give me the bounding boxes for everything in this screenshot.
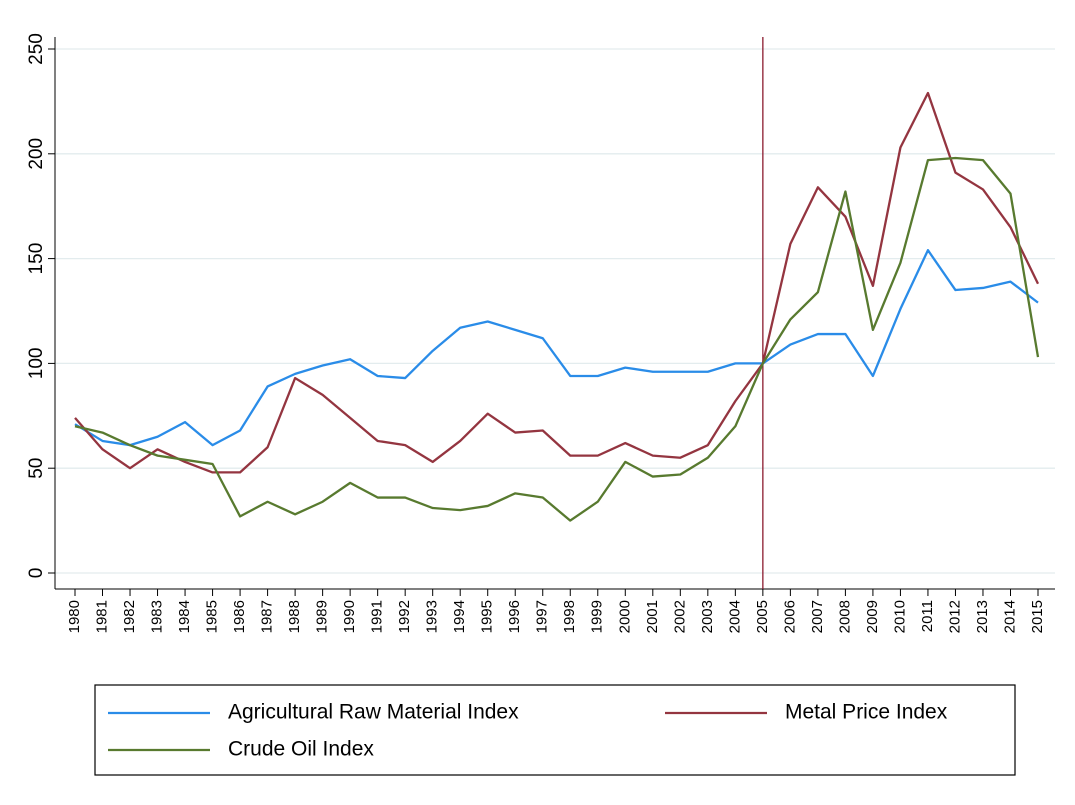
y-tick-label: 250 [26,33,47,65]
x-tick-label: 2013 [974,600,991,633]
series-line [74,156,1040,522]
x-tick-label: 1986 [231,600,248,633]
y-tick-label: 0 [26,568,47,579]
x-tick-label: 1982 [121,600,138,633]
x-tick-label: 2004 [726,600,743,633]
x-tick-label: 1991 [369,600,386,633]
x-tick-label: 1994 [451,600,468,633]
x-tick-label: 2007 [809,600,826,633]
y-tick-label: 50 [26,458,47,479]
series-line [74,249,1039,447]
x-tick-label: 1989 [314,600,331,633]
x-tick-label: 2011 [919,600,936,632]
y-tick-label: 150 [26,243,47,275]
legend-box [94,684,1016,776]
y-tick-label: 200 [26,138,47,170]
x-tick-label: 2009 [864,600,881,633]
x-tick-label: 2003 [699,600,716,633]
x-tick-label: 1995 [479,600,496,633]
x-tick-label: 1984 [176,600,193,633]
legend-label: Crude Oil Index [228,738,374,761]
legend-label: Metal Price Index [785,701,948,724]
x-tick-label: 2008 [836,600,853,633]
x-tick-label: 1998 [561,600,578,633]
x-tick-label: 1993 [424,600,441,633]
x-tick-label: 1981 [93,600,110,633]
x-tick-label: 2001 [644,600,661,633]
x-tick-label: 2012 [946,600,963,633]
x-tick-label: 1996 [506,600,523,633]
y-tick-label: 100 [26,348,47,380]
x-tick-label: 1985 [204,600,221,633]
x-tick-label: 2014 [1001,600,1018,633]
x-tick-label: 2000 [616,600,633,633]
series-line [74,91,1040,474]
x-tick-label: 2010 [891,600,908,633]
x-tick-label: 1992 [396,600,413,633]
x-tick-label: 2015 [1029,600,1046,633]
x-tick-label: 1990 [341,600,358,633]
x-tick-label: 1980 [66,600,83,633]
x-tick-label: 2002 [671,600,688,633]
x-tick-label: 1987 [259,600,276,633]
x-tick-label: 1999 [589,600,606,633]
x-tick-label: 2006 [781,600,798,633]
x-tick-label: 2005 [754,600,771,633]
legend-label: Agricultural Raw Material Index [228,701,519,724]
x-tick-label: 1997 [534,600,551,633]
x-tick-label: 1983 [149,600,166,633]
x-tick-label: 1988 [286,600,303,633]
